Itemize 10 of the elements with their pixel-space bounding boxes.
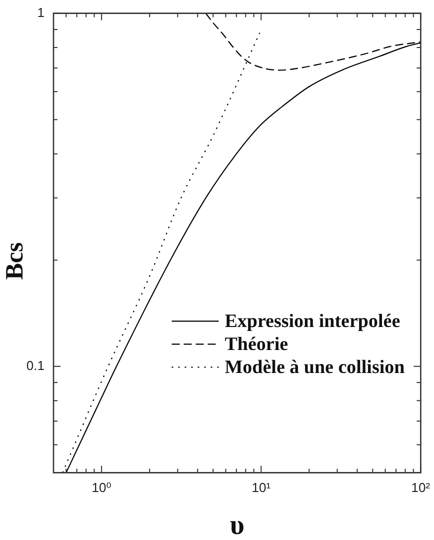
y-tick-label: 1 [37,4,44,20]
x-tick-label: 10⁰ [92,480,112,496]
legend-label: Expression interpolée [224,311,400,332]
x-tick-label: 10² [411,480,431,496]
x-axis-title: υ [230,510,244,540]
y-tick-label: 0.1 [26,358,44,373]
legend-label: Modèle à une collision [224,357,406,378]
legend-label: Théorie [224,334,288,356]
x-tick-label: 10¹ [252,480,272,496]
y-axis-title: Bcs [1,242,28,280]
